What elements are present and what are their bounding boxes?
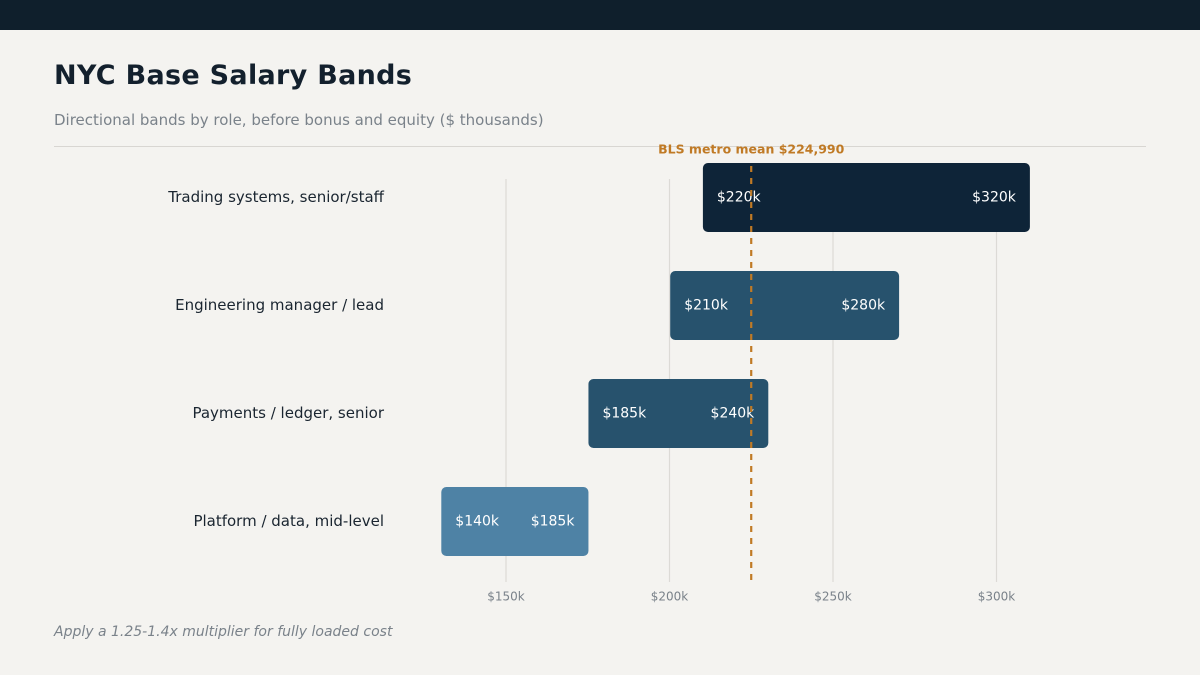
role-label: Platform / data, mid-level (193, 512, 384, 530)
band-high-label: $240k (711, 406, 756, 422)
x-tick-label: $250k (814, 590, 852, 604)
x-tick-label: $150k (487, 590, 525, 604)
x-tick-label: $200k (651, 590, 689, 604)
role-label: Engineering manager / lead (175, 296, 384, 314)
header-divider (54, 146, 1146, 147)
salary-band-bar (588, 379, 769, 448)
band-low-label: $140k (455, 514, 500, 530)
salary-band-bar (670, 271, 900, 340)
band-low-label: $185k (602, 406, 647, 422)
chart-subtitle: Directional bands by role, before bonus … (54, 111, 544, 129)
x-tick-label: $300k (978, 590, 1016, 604)
role-label: Payments / ledger, senior (192, 404, 384, 422)
top-bar (0, 0, 1200, 30)
band-low-label: $220k (717, 190, 762, 206)
chart-title: NYC Base Salary Bands (54, 60, 413, 91)
band-high-label: $280k (841, 298, 886, 314)
salary-band-bar (702, 163, 1030, 232)
band-high-label: $185k (531, 514, 576, 530)
footnote: Apply a 1.25-1.4x multiplier for fully l… (54, 624, 393, 640)
band-low-label: $210k (684, 298, 729, 314)
bls-mean-label: BLS metro mean $224,990 (658, 142, 845, 157)
band-high-label: $320k (972, 190, 1017, 206)
salary-band-bar (441, 487, 589, 556)
role-label: Trading systems, senior/staff (167, 188, 384, 206)
